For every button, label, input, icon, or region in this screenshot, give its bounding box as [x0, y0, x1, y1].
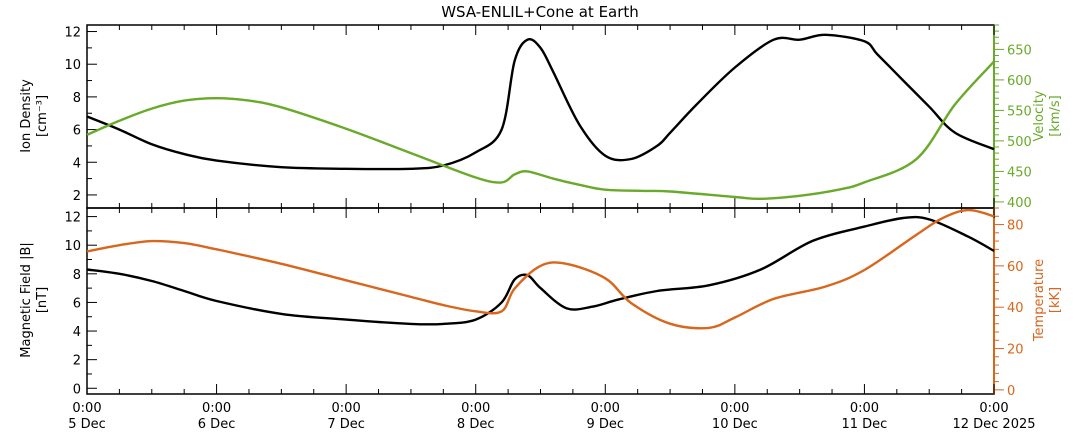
ion-density-tick-label: 10 [64, 58, 81, 73]
temperature-tick-label: 40 [1007, 301, 1024, 316]
velocity-axis-label: Velocity [1032, 90, 1047, 141]
velocity-tick-label: 600 [1007, 74, 1032, 89]
x-tick-date: 11 Dec [842, 417, 888, 432]
velocity-tick-label: 400 [1007, 196, 1032, 211]
ion-density-tick-label: 8 [73, 91, 81, 106]
ion-density-tick-label: 4 [73, 156, 81, 171]
velocity-series-line [86, 60, 995, 201]
bottom-panel: 0 2 4 6 8 10 12 0 20 40 60 80 Magnetic Field |B| [n… [19, 207, 1063, 399]
x-tick-date: 12 Dec 2025 [952, 417, 1035, 432]
ion-density-axis-unit: [cm⁻³] [35, 95, 50, 137]
bottom-panel-frame [86, 207, 995, 395]
velocity-tick-label: 650 [1007, 43, 1032, 58]
ion-density-tick-label: 6 [73, 124, 81, 139]
top-panel-ticks: 2 4 6 8 10 12 400 450 500 550 600 650 [64, 24, 1032, 211]
temperature-axis-unit: [kK] [1048, 287, 1063, 313]
magnetic-field-tick-label: 10 [64, 239, 81, 254]
x-tick-time: 0:00 [720, 401, 749, 416]
ion-density-series-line [86, 33, 995, 171]
top-panel-series [86, 33, 995, 201]
x-tick-time: 0:00 [72, 401, 101, 416]
top-panel-frame [86, 24, 995, 209]
x-tick-time: 0:00 [850, 401, 879, 416]
temperature-tick-label: 20 [1007, 343, 1024, 358]
magnetic-field-tick-label: 12 [64, 211, 81, 226]
temperature-tick-label: 0 [1007, 384, 1015, 399]
x-tick-date: 7 Dec [327, 417, 365, 432]
x-tick-date: 9 Dec [587, 417, 625, 432]
temperature-tick-label: 80 [1007, 219, 1024, 234]
x-tick-time: 0:00 [979, 401, 1008, 416]
magnetic-field-tick-label: 6 [73, 296, 81, 311]
ion-density-tick-label: 2 [73, 189, 81, 204]
magnetic-field-tick-label: 2 [73, 354, 81, 369]
velocity-tick-label: 450 [1007, 165, 1032, 180]
velocity-tick-label: 550 [1007, 104, 1032, 119]
x-tick-time: 0:00 [591, 401, 620, 416]
bottom-panel-ticks: 0 2 4 6 8 10 12 0 20 40 60 80 [64, 207, 1024, 399]
bottom-panel-series [86, 208, 995, 330]
x-tick-date: 5 Dec [68, 417, 106, 432]
magnetic-field-axis-unit: [nT] [35, 287, 50, 313]
magnetic-field-tick-label: 0 [73, 382, 81, 397]
x-tick-date: 6 Dec [198, 417, 236, 432]
x-tick-time: 0:00 [461, 401, 490, 416]
velocity-axis-unit: [km/s] [1048, 95, 1063, 137]
temperature-axis-label: Temperature [1032, 259, 1047, 342]
magnetic-field-series-line [86, 215, 995, 326]
ion-density-axis-label: Ion Density [19, 79, 34, 153]
x-tick-date: 8 Dec [457, 417, 495, 432]
velocity-tick-label: 500 [1007, 135, 1032, 150]
magnetic-field-axis-label: Magnetic Field |B| [19, 242, 34, 357]
chart-title: WSA-ENLIL+Cone at Earth [441, 3, 639, 21]
ion-density-tick-label: 12 [64, 26, 81, 41]
magnetic-field-tick-label: 4 [73, 325, 81, 340]
x-tick-date: 10 Dec [712, 417, 758, 432]
x-tick-time: 0:00 [332, 401, 361, 416]
magnetic-field-tick-label: 8 [73, 268, 81, 283]
temperature-series-line [86, 208, 995, 330]
temperature-tick-label: 60 [1007, 260, 1024, 275]
x-tick-time: 0:00 [202, 401, 231, 416]
top-panel: 2 4 6 8 10 12 400 450 500 550 600 650 Ion Density [… [19, 24, 1063, 211]
